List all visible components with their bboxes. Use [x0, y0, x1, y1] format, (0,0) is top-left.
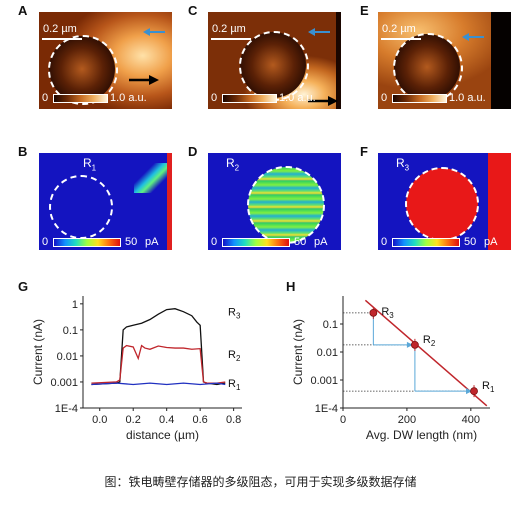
- scale-label: 0.2 µm: [382, 23, 416, 35]
- series-line-r2: [91, 344, 226, 384]
- afm-panel-e: 0.2 µm 0 1.0 a.u.: [378, 12, 511, 109]
- series-label-r2: R2: [228, 349, 241, 363]
- y-tick-label: 1: [72, 299, 78, 311]
- afm-panel-a: 0.2 µm 0 1.0 a.u.: [39, 12, 172, 109]
- fit-line: [364, 299, 488, 407]
- colorbar: [222, 94, 277, 103]
- colorbar-min: 0: [381, 236, 388, 248]
- colorbar-min: 0: [211, 236, 218, 248]
- panel-label-f: F: [360, 144, 368, 159]
- tip-arrow-icon: [143, 28, 165, 36]
- electrode-edge: [491, 12, 511, 109]
- colorbar-min: 0: [381, 92, 388, 104]
- point-label-r2: R2: [423, 334, 436, 348]
- colorbar-unit: pA: [484, 236, 498, 248]
- colorbar-max: 1.0 a.u.: [110, 92, 147, 104]
- series-label-r3: R3: [228, 307, 241, 321]
- colorbar-max: 50: [125, 236, 138, 248]
- colorbar-unit: pA: [314, 236, 328, 248]
- y-axis-label: Current (nA): [291, 319, 305, 385]
- colorbar-max: 50: [294, 236, 307, 248]
- x-tick-label: 0.6: [193, 414, 208, 426]
- x-tick-label: 400: [462, 414, 480, 426]
- panel-label-e: E: [360, 3, 369, 18]
- step-arrow: [406, 341, 413, 348]
- figure-caption: 图：铁电畴壁存储器的多级阻态，可用于实现多级数据存储: [104, 475, 417, 489]
- point-label-r3: R3: [381, 306, 394, 320]
- panel-label-a: A: [18, 3, 28, 18]
- current-panel-f: R3 0 50 pA: [378, 153, 511, 250]
- y-axis-label: Current (nA): [31, 319, 45, 385]
- black-arrow-icon: [129, 75, 159, 85]
- y-tick-label: 0.01: [317, 347, 338, 359]
- data-point-r3: [369, 308, 378, 317]
- scale-bar: [381, 38, 421, 40]
- scale-label: 0.2 µm: [212, 23, 246, 35]
- electrode-edge: [167, 153, 172, 250]
- tip-arrow-icon: [308, 28, 330, 36]
- dashed-circle: [239, 31, 309, 101]
- region-label: R3: [396, 156, 410, 173]
- x-tick-label: 200: [398, 414, 416, 426]
- black-arrow-icon: [308, 96, 338, 106]
- current-vs-dw-length-chart: 0.1 0.01 0.001 1E-40 200 400 Avg. DW length (n…: [291, 296, 495, 442]
- y-tick-label: 1E-4: [55, 403, 78, 415]
- colorbar-max: 1.0 a.u.: [449, 92, 486, 104]
- dashed-circle: [49, 175, 113, 239]
- colorbar: [222, 238, 290, 247]
- scale-bar: [42, 38, 82, 40]
- y-tick-label: 0.1: [63, 325, 78, 337]
- colorbar: [392, 94, 447, 103]
- dashed-circle: [405, 167, 479, 241]
- colorbar-unit: pA: [145, 236, 159, 248]
- colorbar-min: 0: [211, 92, 218, 104]
- colorbar-min: 0: [42, 236, 49, 248]
- x-axis-label: distance (µm): [126, 428, 199, 442]
- panel-label-g: G: [18, 279, 29, 294]
- panel-label-b: B: [18, 144, 28, 159]
- colorbar-min: 0: [42, 92, 49, 104]
- data-point-r2: [411, 340, 419, 349]
- x-tick-label: 0: [340, 414, 346, 426]
- data-point-r1: [470, 387, 478, 396]
- panel-label-h: H: [286, 279, 296, 294]
- y-tick-label: 1E-4: [315, 403, 338, 415]
- scale-label: 0.2 µm: [43, 23, 77, 35]
- afm-panel-c: 0.2 µm 0 1.0 a.u.: [208, 12, 341, 109]
- dashed-circle: [48, 35, 118, 105]
- colorbar: [53, 238, 121, 247]
- x-tick-label: 0.2: [126, 414, 141, 426]
- colorbar-max: 50: [464, 236, 477, 248]
- electrode-edge: [488, 153, 511, 250]
- current-profile-chart: 1 0.1 0.01 0.001 1E-4 0.0 0.2 0.4 0.6 0.8 distance…: [31, 296, 242, 442]
- step-arrow: [466, 388, 473, 395]
- region-label: R1: [83, 156, 97, 173]
- panel-label-c: C: [188, 3, 198, 18]
- x-axis-label: Avg. DW length (nm): [366, 428, 477, 442]
- tip-arrow-icon: [462, 33, 484, 41]
- y-tick-label: 0.1: [323, 319, 338, 331]
- current-panel-b: R1 0 50 pA: [39, 153, 172, 250]
- scale-bar: [211, 38, 251, 40]
- colorbar-max: 1.0 a.u.: [279, 92, 316, 104]
- current-streak: [134, 163, 172, 193]
- series-line-r1: [91, 382, 226, 386]
- current-panel-d: R2 0 50 pA: [208, 153, 341, 250]
- x-tick-label: 0.4: [159, 414, 174, 426]
- x-tick-label: 0.0: [92, 414, 107, 426]
- series-label-r1: R1: [228, 378, 241, 392]
- point-label-r1: R1: [482, 380, 495, 394]
- x-tick-label: 0.8: [226, 414, 241, 426]
- y-tick-label: 0.01: [57, 351, 78, 363]
- y-tick-label: 0.001: [50, 377, 78, 389]
- colorbar: [392, 238, 460, 247]
- region-label: R2: [226, 156, 240, 173]
- electrode-edge: [336, 12, 341, 109]
- dashed-circle: [247, 166, 325, 244]
- panel-label-d: D: [188, 144, 198, 159]
- y-tick-label: 0.001: [310, 375, 338, 387]
- colorbar: [53, 94, 108, 103]
